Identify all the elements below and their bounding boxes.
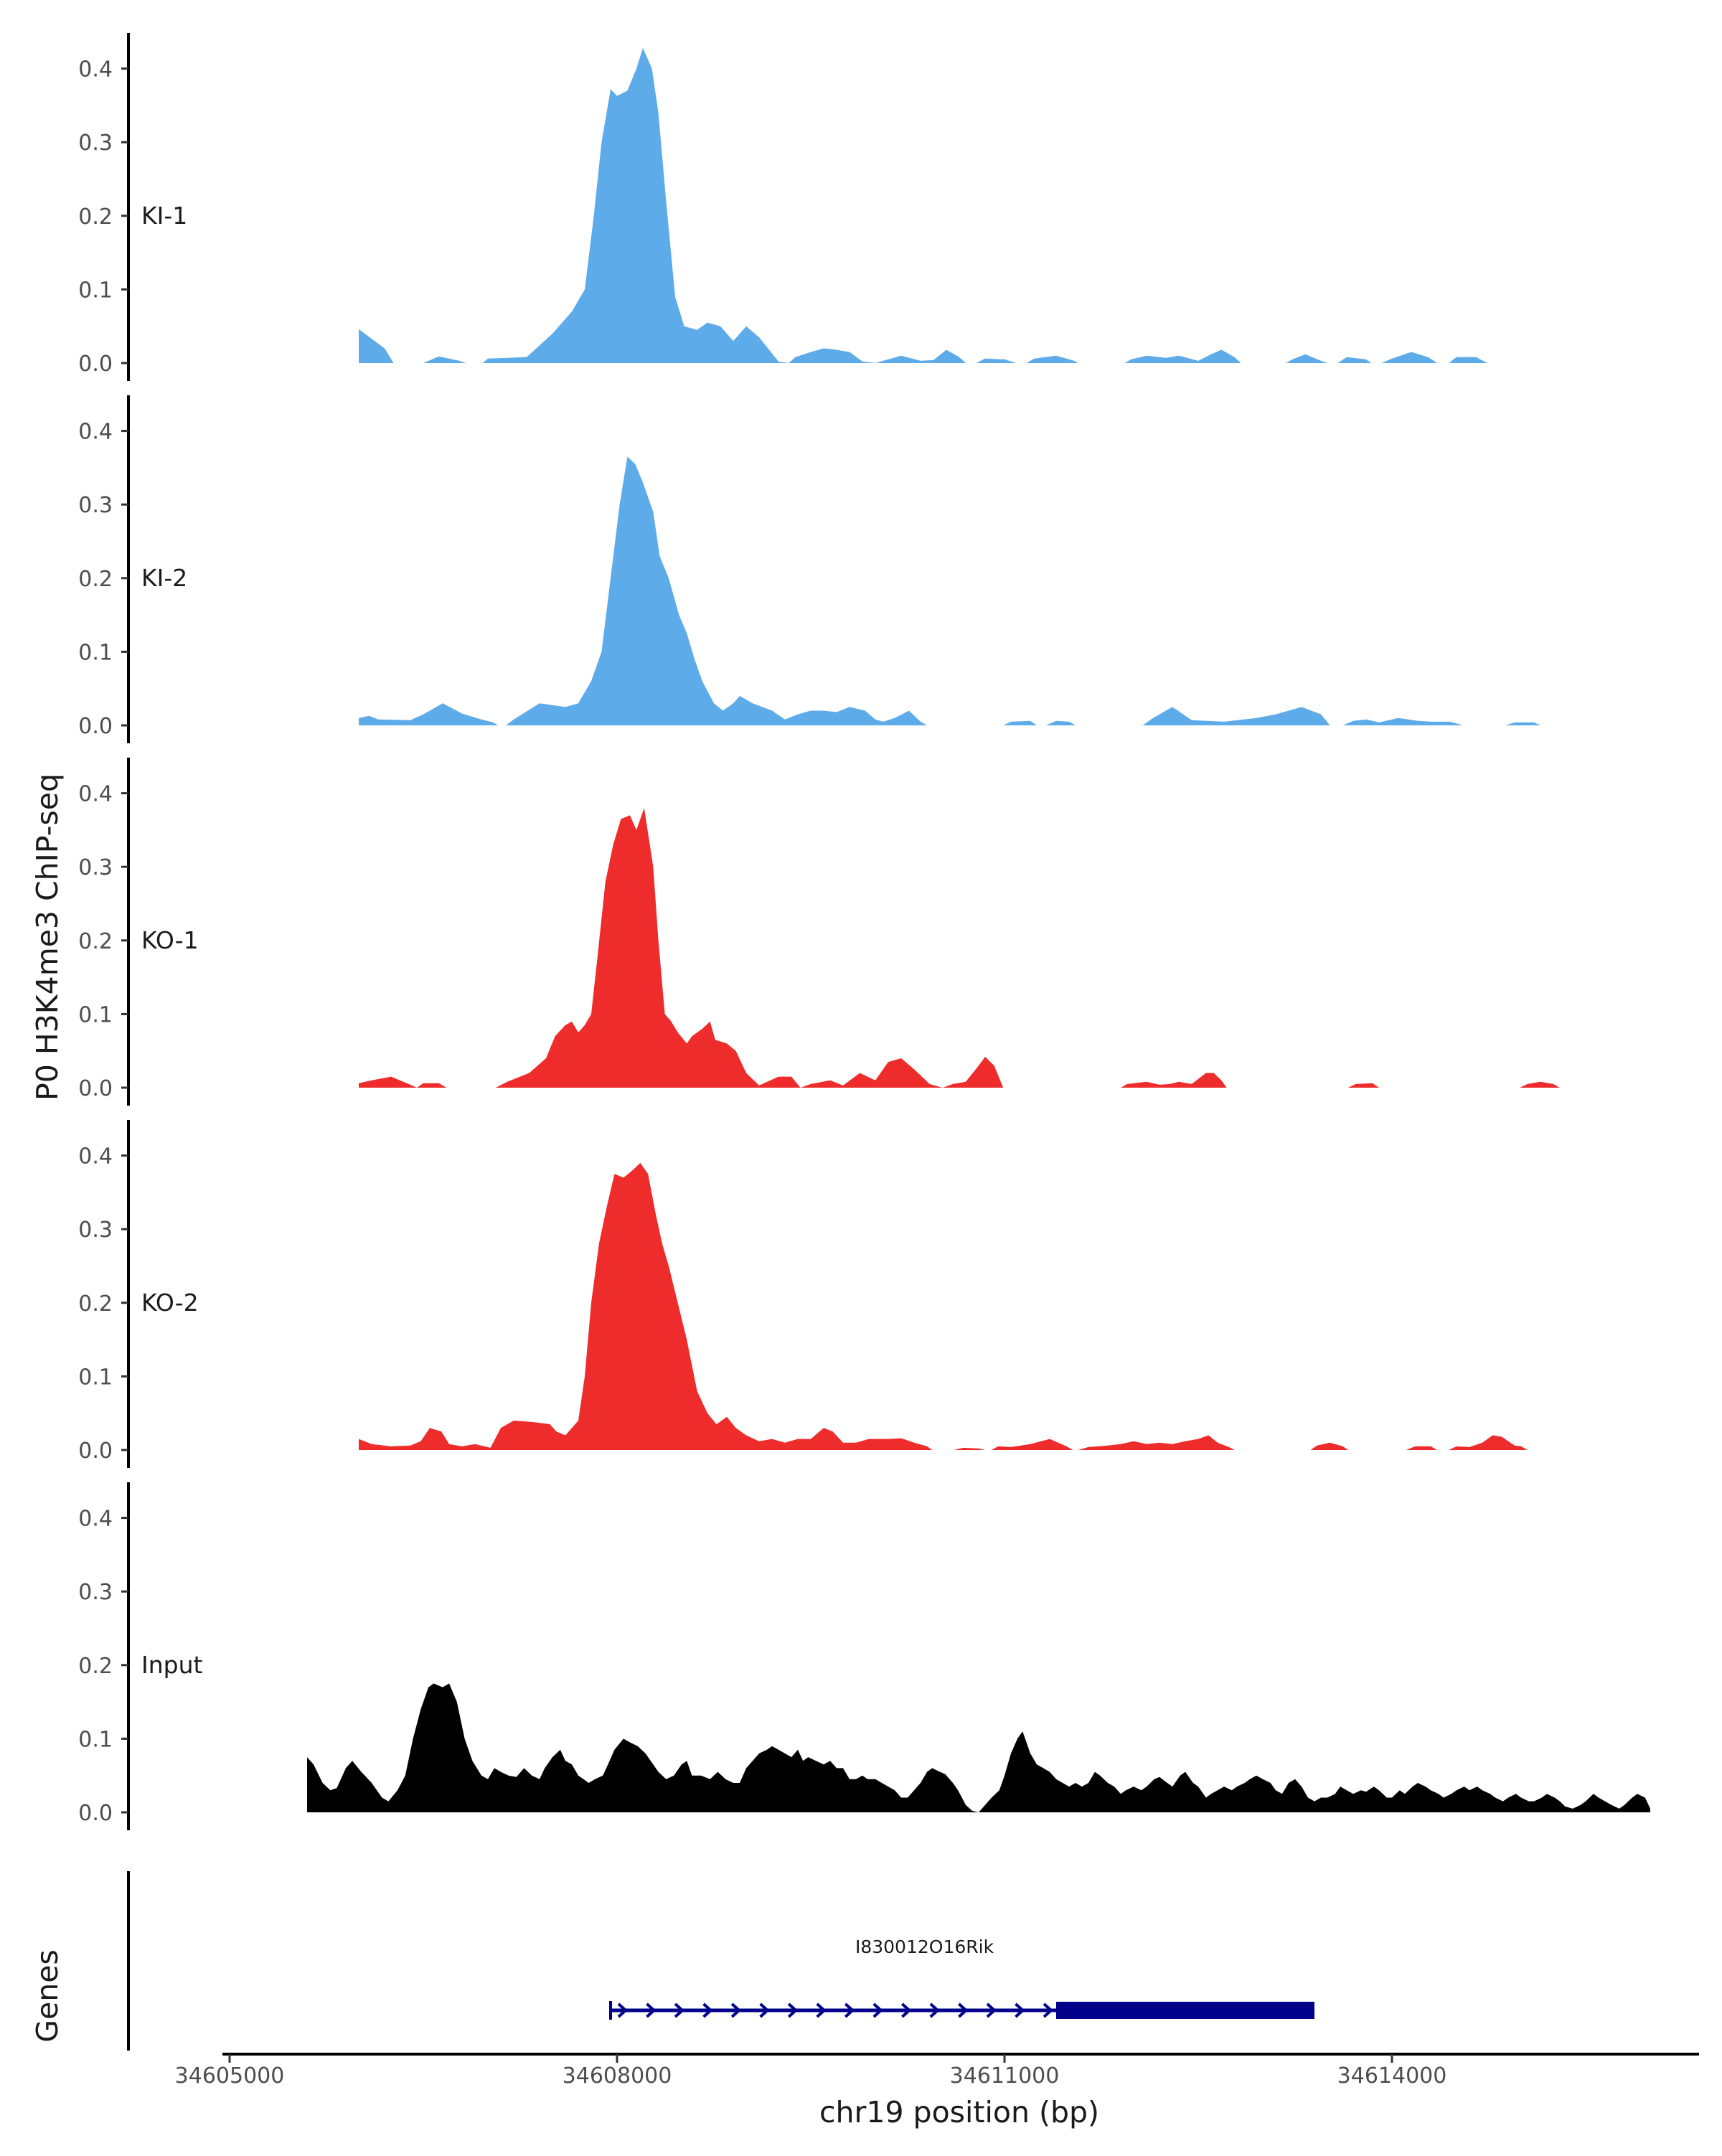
y-tick-label: 0.2: [78, 1654, 113, 1679]
y-tick-label: 0.3: [78, 1580, 113, 1605]
track-label: KO-1: [141, 926, 199, 954]
y-tick-label: 0.2: [78, 204, 113, 230]
y-tick-label: 0.1: [78, 1727, 113, 1752]
y-tick-label: 0.2: [78, 1291, 113, 1317]
y-tick-label: 0.4: [78, 420, 113, 445]
x-tick-label: 34614000: [1337, 2063, 1447, 2089]
y-tick-label: 0.3: [78, 493, 113, 518]
strand-arrow: [702, 2002, 713, 2018]
track-panel-input: 0.0 0.1 0.2 0.3 0.4 Input: [78, 1482, 1650, 1830]
y-tick-label: 0.2: [78, 567, 113, 592]
y-axis-title: P0 H3K4me3 ChIP-seq: [30, 773, 65, 1101]
strand-arrow: [929, 2002, 940, 2018]
strand-arrow: [646, 2002, 657, 2018]
strand-arrow: [958, 2002, 969, 2018]
strand-arrow: [872, 2002, 883, 2018]
strand-arrow: [787, 2002, 799, 2018]
signal-area-ki-2: [359, 456, 1540, 725]
y-tick-label: 0.4: [78, 1144, 113, 1169]
gene-exon-block: [1056, 2002, 1314, 2019]
track-panel-ki-2: 0.0 0.1 0.2 0.3 0.4 KI-2: [78, 395, 1540, 743]
x-tick-label: 34608000: [563, 2063, 672, 2089]
track-label: Input: [141, 1651, 203, 1679]
y-tick-label: 0.4: [78, 1507, 113, 1532]
y-tick-label: 0.1: [78, 640, 113, 665]
tracks-layer: 0.00.10.20.30.4KI-10.00.10.20.30.4KI-20.…: [78, 33, 1650, 1830]
x-axis-title: chr19 position (bp): [819, 2095, 1099, 2129]
y-tick-label: 0.0: [78, 352, 113, 377]
x-tick-label: 34611000: [950, 2063, 1060, 2089]
gene-name-label: I830012O16Rik: [855, 1936, 994, 1957]
y-tick-label: 0.1: [78, 1002, 113, 1027]
y-tick-label: 0.0: [78, 1076, 113, 1101]
strand-arrow: [844, 2002, 855, 2018]
track-label: KO-2: [141, 1289, 199, 1317]
track-panel-ko-2: 0.0 0.1 0.2 0.3 0.4 KO-2: [78, 1120, 1528, 1468]
genes-panel: I830012O16Rik: [127, 1871, 1314, 2051]
track-label: KI-2: [141, 564, 187, 592]
signal-area-ko-1: [359, 808, 1560, 1088]
strand-arrow: [674, 2002, 685, 2018]
strand-arrow: [730, 2002, 742, 2018]
y-tick-label: 0.0: [78, 1439, 113, 1464]
strand-arrow: [900, 2002, 912, 2018]
signal-area-input: [307, 1683, 1650, 1812]
strand-arrow: [986, 2002, 997, 2018]
y-tick-label: 0.0: [78, 1801, 113, 1826]
x-axis: 34605000 34608000 34611000 34614000: [175, 2053, 1699, 2089]
y-tick-label: 0.1: [78, 278, 113, 303]
signal-area-ki-1: [359, 47, 1488, 364]
strand-arrow: [1015, 2002, 1025, 2018]
strand-arrow: [617, 2002, 628, 2018]
strand-arrow: [816, 2002, 827, 2018]
y-tick-label: 0.1: [78, 1365, 113, 1390]
y-tick-label: 0.3: [78, 1218, 113, 1243]
genes-axis-title: Genes: [30, 1949, 65, 2043]
strand-arrow: [759, 2002, 770, 2018]
track-panel-ko-1: 0.0 0.1 0.2 0.3 0.4 KO-1: [78, 758, 1560, 1106]
strand-arrow: [1043, 2002, 1053, 2018]
track-label: KI-1: [141, 202, 187, 230]
y-tick-label: 0.2: [78, 929, 113, 954]
y-tick-label: 0.0: [78, 714, 113, 739]
y-tick-label: 0.4: [78, 57, 113, 83]
y-tick-label: 0.3: [78, 855, 113, 880]
signal-area-ko-2: [359, 1162, 1528, 1450]
track-panel-ki-1: 0.0 0.1 0.2 0.3 0.4 KI-1: [78, 33, 1488, 381]
y-tick-label: 0.4: [78, 782, 113, 807]
x-tick-label: 34605000: [175, 2063, 285, 2089]
y-tick-label: 0.3: [78, 131, 113, 156]
